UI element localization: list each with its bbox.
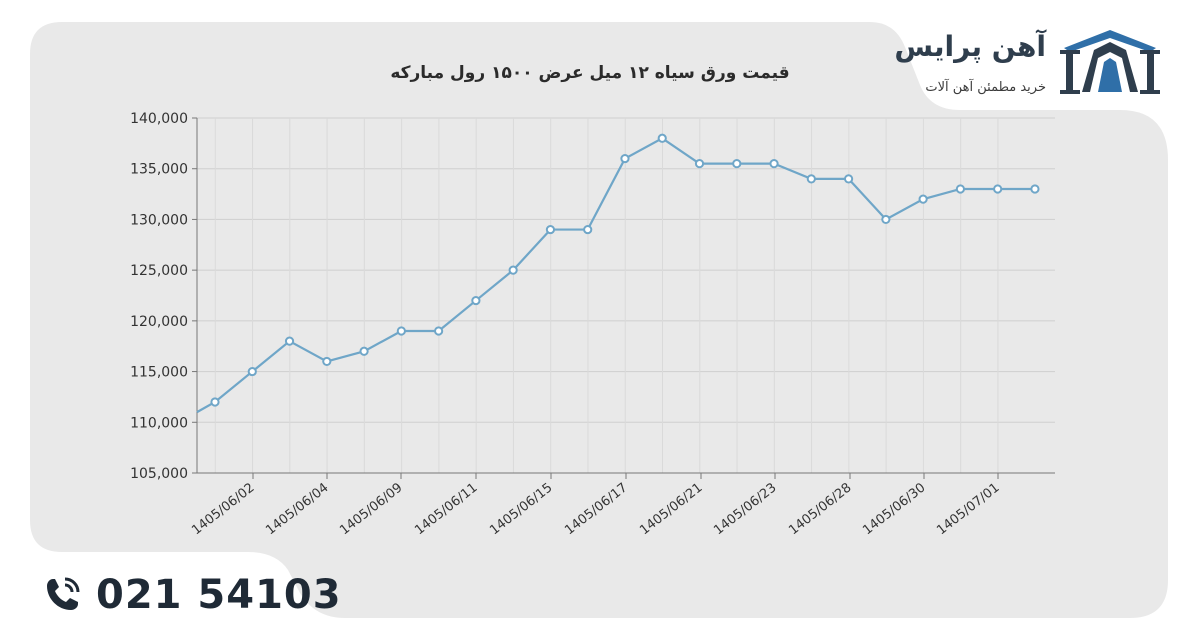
data-point[interactable]	[508, 265, 518, 275]
chart-title: قیمت ورق سیاه ۱۲ میل عرض ۱۵۰۰ رول مبارکه	[390, 63, 790, 83]
data-point[interactable]	[434, 326, 444, 336]
y-tick-label: 130,000	[130, 212, 188, 228]
data-point[interactable]	[993, 184, 1003, 194]
axes	[192, 117, 1055, 479]
x-tick-label: 1405/06/15	[487, 480, 555, 538]
data-point[interactable]	[359, 346, 369, 356]
phone-icon	[47, 577, 80, 610]
data-point[interactable]	[284, 336, 295, 346]
x-tick-label: 1405/06/04	[263, 480, 331, 538]
data-point[interactable]	[620, 153, 630, 164]
x-tick-label: 1405/06/21	[637, 480, 705, 538]
x-tick-label: 1405/06/17	[562, 480, 630, 538]
phone-number: 021 54103	[96, 572, 342, 618]
data-point[interactable]	[657, 133, 667, 143]
data-point[interactable]	[806, 174, 816, 184]
brand-tagline: خرید مطمئن آهن آلات	[925, 80, 1046, 95]
x-tick-label: 1405/06/11	[412, 480, 480, 538]
x-tick-label: 1405/06/02	[189, 480, 257, 538]
x-tick-labels: 1405/06/02 1405/06/04 1405/06/09 1405/06/11…	[189, 480, 1002, 538]
data-point[interactable]	[322, 356, 332, 367]
y-tick-label: 135,000	[130, 162, 188, 178]
data-point[interactable]	[545, 224, 556, 235]
x-tick-label: 1405/06/09	[337, 480, 405, 538]
x-tick-label: 1405/06/30	[860, 480, 928, 538]
data-point[interactable]	[1030, 184, 1040, 194]
data-point[interactable]	[881, 214, 891, 225]
y-tick-labels: 105,000 110,000 115,000 120,000 125,000 130,0…	[130, 111, 188, 482]
grid-lines	[197, 117, 1055, 474]
series-line	[196, 136, 1035, 414]
data-point[interactable]	[843, 174, 854, 184]
x-tick-label: 1405/06/28	[786, 480, 854, 538]
brand-name: آهن پرایس	[894, 30, 1046, 63]
y-tick-label: 140,000	[130, 111, 188, 127]
y-tick-label: 125,000	[130, 263, 188, 279]
logo-mark-icon	[1060, 30, 1160, 94]
series-points	[210, 133, 1040, 407]
data-point[interactable]	[694, 159, 705, 169]
x-tick-label: 1405/06/23	[711, 480, 779, 538]
series-path	[196, 136, 1035, 414]
data-point[interactable]	[583, 224, 593, 235]
y-tick-label: 110,000	[130, 415, 188, 431]
data-point[interactable]	[247, 366, 257, 377]
data-point[interactable]	[918, 194, 928, 204]
data-point[interactable]	[955, 184, 966, 194]
contact-phone[interactable]: 021 54103	[42, 570, 342, 620]
y-tick-label: 115,000	[130, 365, 188, 381]
y-tick-label: 120,000	[130, 314, 188, 330]
data-point[interactable]	[769, 159, 779, 169]
data-point[interactable]	[396, 326, 406, 336]
x-tick-label: 1405/07/01	[934, 480, 1002, 538]
data-point[interactable]	[732, 159, 742, 169]
y-tick-label: 105,000	[130, 466, 188, 482]
data-point[interactable]	[210, 397, 220, 407]
data-point[interactable]	[471, 295, 481, 306]
